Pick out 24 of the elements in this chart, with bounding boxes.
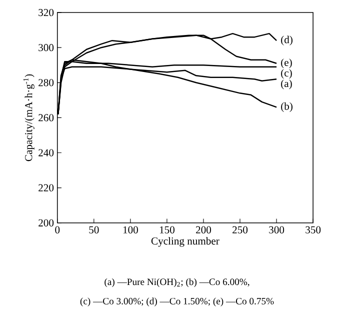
series-label: (d) [281,36,292,46]
x-tick-label: 250 [232,226,248,234]
y-axis-title: Capacity/(mA·h·g$^{-1}$) [23,74,34,161]
series-label: (c) [281,68,292,79]
x-tick-label: 350 [306,226,321,234]
x-tick-label: 200 [196,226,212,234]
x-tick-label: 0 [55,226,60,234]
x-axis-title: Cycling number [151,236,220,247]
x-tick-label: 100 [123,226,138,234]
series-label: (b) [281,102,292,112]
y-tick-label: 240 [38,149,54,156]
x-tick-label: 50 [89,226,99,234]
y-tick-label: 260 [38,114,54,122]
x-tick-label: 300 [269,226,284,234]
text: (a) —Pure Ni(OH)$_{2}$; (b) —Co 6.00%, [104,278,250,287]
series-label: (a) [281,79,292,90]
y-tick-label: 300 [38,44,54,51]
y-tick-label: 200 [38,219,54,226]
y-tick-label: 280 [38,78,54,86]
y-tick-label: 220 [38,184,54,192]
series-label: (e) [281,58,292,68]
x-tick-label: 150 [160,226,174,234]
y-tick-label: 320 [38,8,54,16]
text: (c) —Co 3.00%; (d) —Co 1.50%; (e) —Co 0.75% [80,297,274,306]
